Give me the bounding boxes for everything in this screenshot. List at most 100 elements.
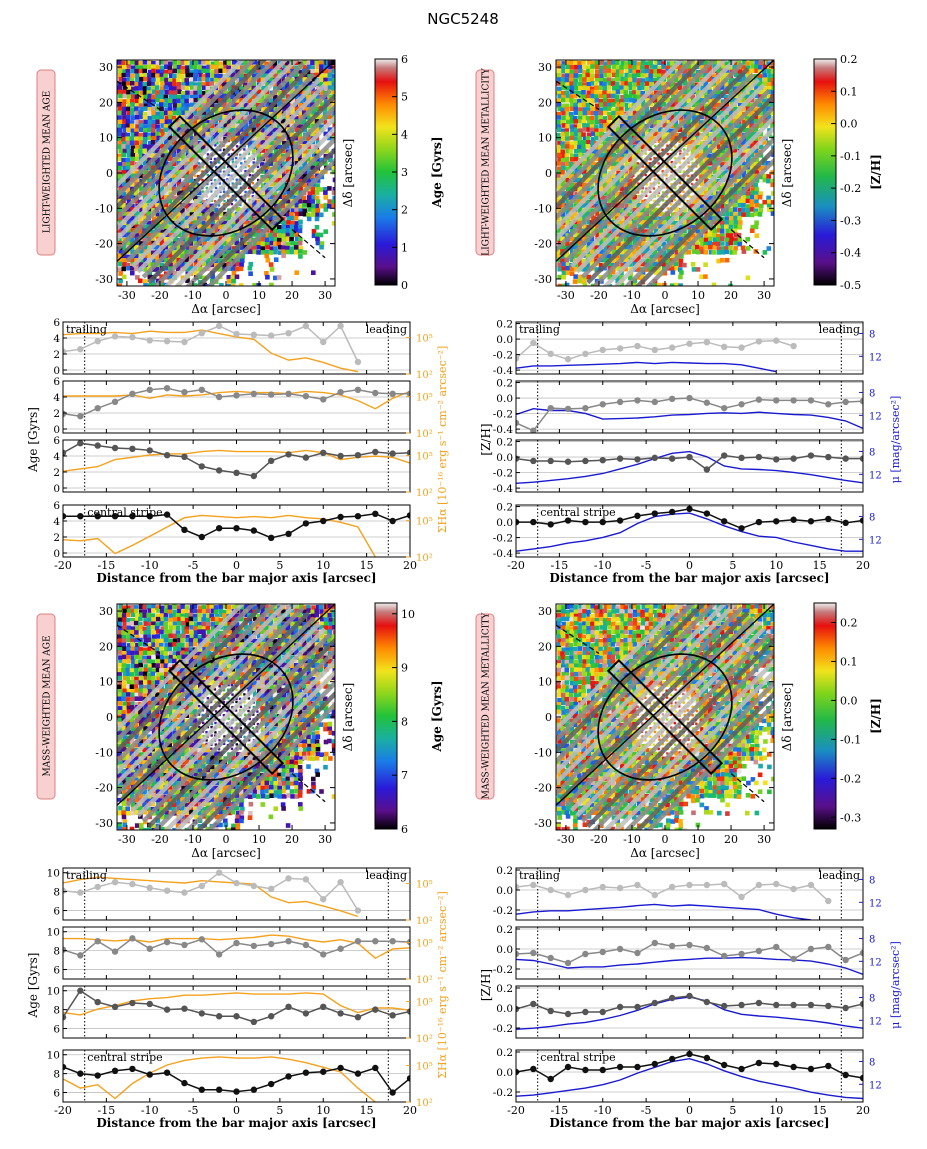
map0-bin [227,153,230,156]
map0-bin [301,153,307,159]
map0-bin [205,258,211,263]
map1-bin [677,85,683,91]
map0-bin [201,190,205,193]
map1-bin [687,77,693,82]
map1-bin [573,110,579,115]
map0-bin [315,69,320,74]
map1-bin [741,127,746,133]
map1-bin [581,279,586,284]
map0-bin [159,174,164,180]
map0-bin [240,258,245,264]
map0-stripe [163,114,335,286]
map1-bin [657,149,661,152]
map0-bin [163,216,169,222]
map0-bin [227,86,233,91]
map0-bin [197,107,202,112]
map0-bin [280,245,286,250]
map0-bin [143,267,148,272]
map0-bin [319,64,324,69]
map1-bin [619,156,624,162]
map0-bin [302,203,307,208]
map1-bin [561,266,567,271]
map0-bin [206,215,212,221]
map1-bin [758,191,764,196]
map0-bin [143,99,148,104]
map1-bin [628,85,633,91]
map0-bin [251,124,257,129]
map0-bin [117,207,123,213]
map1-bin [560,81,566,87]
map0-bin [168,85,173,91]
map1-bin [712,73,717,78]
map0-bin [135,77,140,82]
map1-bin [586,98,591,103]
map1-bin [708,244,713,250]
map0-bin [251,170,255,173]
map1-bin [641,178,644,181]
map1-bin [599,249,604,254]
map0-bin [243,157,246,160]
map1-bin [662,191,665,194]
map0-bin [147,250,152,255]
map0-bin [294,136,299,141]
map1-bin [578,77,583,82]
map1-bin [602,86,608,91]
map0-bin [180,208,185,213]
map1-bin [690,94,696,99]
map0-bin [167,253,173,259]
map1-bin [603,245,609,251]
map0-bin [289,232,295,238]
map1-bin [674,157,677,160]
map0-bin [265,82,270,87]
map1-bin [683,250,688,255]
map1-bin [573,124,579,129]
map0-bin [147,64,152,70]
map0-bin [214,207,220,213]
map1-bin [640,73,645,78]
map0-bin [252,60,257,65]
map1-bin [602,173,607,178]
map1-bin [678,181,682,185]
map0-bin [315,149,321,154]
map0-bin [118,73,123,78]
map1-bin [712,228,718,234]
map1-bin [615,94,620,100]
map1-bin [585,144,591,149]
map0-bin [201,220,207,226]
map1-bin [598,99,604,104]
map1-bin [581,94,587,100]
map0-bin [122,93,128,99]
figure-title: NGC5248 [427,10,499,28]
map1-bin [661,64,666,69]
map0-bin [210,170,213,173]
map0-bin [256,165,260,169]
map0-bin [310,102,315,108]
map1-bin [632,195,637,200]
map0-bin [231,102,236,108]
map1-bin [620,102,625,107]
map1-bin [581,144,586,149]
map0-bin [247,265,253,271]
map1-bin [611,216,617,221]
map0-bin [193,229,198,234]
map1-bin [619,144,624,149]
map0-bin [193,110,198,116]
map1-bin [591,137,596,142]
map1-bin [645,236,651,242]
map0-bin [164,257,169,263]
map1-bin [620,95,625,100]
map1-bin [682,81,688,86]
map1-bin [565,262,571,267]
map1-bin [762,160,767,166]
map1-bin [560,149,566,154]
map1-bin [707,195,713,201]
map0-bin [150,140,156,145]
map0-bin [172,174,177,179]
map0-bin [130,107,136,112]
map0-bin [147,144,152,150]
map0-bin [201,208,206,213]
map1-bin [578,128,583,133]
map0-bin [193,72,198,78]
map0-xtick-label: 30 [318,289,332,302]
map1-bin [577,99,582,104]
